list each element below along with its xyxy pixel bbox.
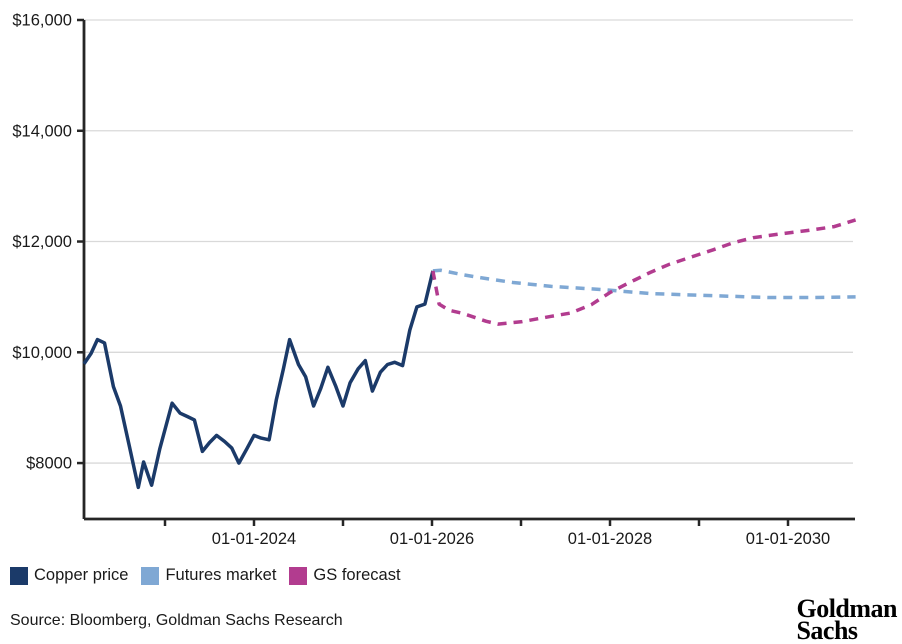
goldman-sachs-logo-line2: Sachs [796, 615, 858, 644]
goldman-sachs-logo: Goldman Sachs [796, 594, 897, 644]
legend-label-gs-forecast: GS forecast [313, 566, 401, 584]
legend: Copper price Futures market GS forecast [10, 566, 401, 585]
y-tick-label: $16,000 [12, 12, 72, 30]
y-tick-label: $14,000 [12, 122, 72, 140]
legend-label-futures-market: Futures market [165, 566, 277, 584]
y-tick-label: $12,000 [12, 233, 72, 251]
x-tick-label: 01-01-2026 [390, 530, 474, 548]
legend-item-gs-forecast: GS forecast [289, 566, 401, 585]
futures-market-swatch-icon [141, 566, 160, 585]
legend-item-copper-price: Copper price [10, 566, 128, 585]
x-tick-label: 01-01-2028 [568, 530, 652, 548]
source-attribution: Source: Bloomberg, Goldman Sachs Researc… [10, 612, 343, 629]
y-tick-label: $10,000 [12, 344, 72, 362]
copper-price-swatch-icon [10, 566, 28, 585]
goldman-sachs-logo-line1: Goldman [796, 594, 897, 623]
legend-item-futures-market: Futures market [141, 566, 276, 585]
legend-label-copper-price: Copper price [34, 566, 129, 584]
x-tick-label: 01-01-2030 [746, 530, 830, 548]
series-gs-forecast [431, 218, 857, 326]
y-tick-label: $8000 [26, 455, 72, 473]
x-tick-label: 01-01-2024 [212, 530, 296, 548]
series-copper-price [82, 270, 435, 490]
gs-forecast-swatch-icon [289, 566, 308, 585]
series-futures-market [432, 268, 856, 300]
price-line-chart: $16,000 $14,000 $12,000 $10,000 $8000 01-01-2… [12, 12, 857, 548]
